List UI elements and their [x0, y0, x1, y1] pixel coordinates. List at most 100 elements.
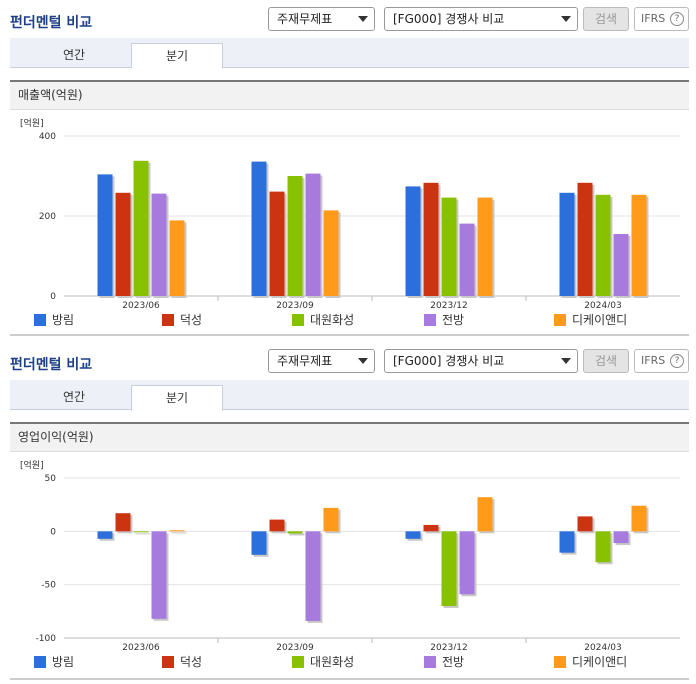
- bar-디케이앤디[interactable]: [631, 505, 647, 532]
- chevron-down-icon: [358, 16, 368, 22]
- bar-덕성[interactable]: [423, 182, 439, 296]
- comparison-group-value: [FG000] 경쟁사 비교: [393, 12, 505, 26]
- statement-type-value: 주재무제표: [277, 12, 333, 26]
- x-tick-label: 2024/03: [584, 301, 621, 308]
- panel-header: 펀더멘털 비교 주재무제표 [FG000] 경쟁사 비교 검색 IFRS ?: [0, 0, 696, 38]
- legend-label: 전방: [442, 313, 465, 327]
- comparison-group-select[interactable]: [FG000] 경쟁사 비교: [384, 7, 578, 31]
- legend-swatch: [292, 656, 304, 668]
- bar-전방[interactable]: [459, 531, 475, 595]
- x-tick-label: 2023/06: [122, 301, 160, 308]
- bar-방림[interactable]: [251, 531, 267, 555]
- chevron-down-icon: [358, 358, 368, 364]
- bar-대원화성[interactable]: [595, 531, 611, 563]
- x-tick-label: 2023/12: [430, 301, 467, 308]
- bar-전방[interactable]: [151, 531, 167, 619]
- bar-방림[interactable]: [97, 531, 113, 539]
- legend-swatch: [554, 314, 566, 326]
- y-tick-label: 200: [39, 212, 56, 222]
- section-divider: [10, 678, 689, 680]
- bar-디케이앤디[interactable]: [169, 220, 185, 296]
- y-tick-label: 0: [50, 527, 56, 537]
- x-tick-label: 2023/06: [122, 643, 160, 650]
- bar-shadow: [171, 532, 187, 534]
- legend-label: 덕성: [180, 655, 203, 669]
- bar-덕성[interactable]: [423, 524, 439, 532]
- statement-type-value: 주재무제표: [277, 354, 333, 368]
- legend-label: 대원화성: [310, 655, 355, 669]
- period-tabs: 연간 분기: [10, 380, 689, 411]
- legend-label: 디케이앤디: [572, 655, 628, 669]
- y-unit-label: [억원]: [20, 459, 44, 471]
- legend-label: 대원화성: [310, 313, 355, 327]
- tab-quarterly[interactable]: 분기: [131, 43, 223, 69]
- legend-swatch: [424, 314, 436, 326]
- bar-디케이앤디[interactable]: [323, 507, 339, 532]
- bar-방림[interactable]: [559, 531, 575, 553]
- x-tick-label: 2024/03: [584, 643, 621, 650]
- tab-annual[interactable]: 연간: [62, 48, 86, 62]
- y-tick-label: 400: [39, 132, 56, 142]
- legend-label: 전방: [442, 655, 465, 669]
- bar-디케이앤디[interactable]: [477, 197, 493, 296]
- chevron-down-icon: [561, 16, 571, 22]
- tab-quarterly[interactable]: 분기: [131, 385, 223, 411]
- search-button[interactable]: 검색: [583, 349, 629, 373]
- bar-디케이앤디[interactable]: [631, 194, 647, 296]
- bar-전방[interactable]: [613, 531, 629, 544]
- help-icon[interactable]: ?: [670, 354, 684, 368]
- chevron-down-icon: [561, 358, 571, 364]
- bar-덕성[interactable]: [115, 513, 131, 532]
- metric-title: 영업이익(억원): [10, 422, 689, 452]
- legend-swatch: [162, 656, 174, 668]
- bar-대원화성[interactable]: [133, 160, 149, 296]
- legend-swatch: [34, 656, 46, 668]
- statement-type-select[interactable]: 주재무제표: [268, 7, 375, 31]
- bar-방림[interactable]: [251, 161, 267, 296]
- comparison-group-select[interactable]: [FG000] 경쟁사 비교: [384, 349, 578, 373]
- bar-대원화성[interactable]: [287, 176, 303, 296]
- bar-디케이앤디[interactable]: [169, 530, 185, 532]
- bar-방림[interactable]: [405, 531, 421, 539]
- legend-swatch: [424, 656, 436, 668]
- bar-방림[interactable]: [559, 192, 575, 296]
- bar-대원화성[interactable]: [595, 194, 611, 296]
- bar-전방[interactable]: [459, 223, 475, 296]
- fundamental-panel-sales: 펀더멘털 비교 주재무제표 [FG000] 경쟁사 비교 검색 IFRS ? 연…: [0, 0, 696, 336]
- bar-전방[interactable]: [305, 173, 321, 296]
- tab-annual[interactable]: 연간: [62, 390, 86, 404]
- legend-label: 디케이앤디: [572, 313, 628, 327]
- bar-전방[interactable]: [613, 234, 629, 296]
- bar-덕성[interactable]: [269, 519, 285, 532]
- operating-profit-bar-chart: [억원] -100 -50 0 50 2023/06 2023/09 2023/12 2024/…: [20, 459, 680, 650]
- bar-대원화성[interactable]: [441, 531, 457, 606]
- comparison-group-value: [FG000] 경쟁사 비교: [393, 354, 505, 368]
- bar-디케이앤디[interactable]: [477, 497, 493, 532]
- ifrs-button[interactable]: IFRS ?: [634, 349, 689, 373]
- chart-legend: 방림 덕성 대원화성 전방 디케이앤디: [0, 654, 696, 670]
- bar-덕성[interactable]: [269, 191, 285, 296]
- bar-방림[interactable]: [97, 174, 113, 296]
- bar-대원화성[interactable]: [133, 531, 149, 533]
- statement-type-select[interactable]: 주재무제표: [268, 349, 375, 373]
- bar-전방[interactable]: [305, 531, 321, 621]
- bar-덕성[interactable]: [577, 182, 593, 296]
- y-tick-label: -100: [36, 634, 57, 644]
- bar-덕성[interactable]: [577, 516, 593, 532]
- legend-label: 덕성: [180, 313, 203, 327]
- panel-header: 펀더멘털 비교 주재무제표 [FG000] 경쟁사 비교 검색 IFRS ?: [0, 342, 696, 380]
- bar-대원화성[interactable]: [287, 531, 303, 534]
- x-tick-label: 2023/09: [276, 643, 314, 650]
- help-icon[interactable]: ?: [670, 12, 684, 26]
- legend-swatch: [162, 314, 174, 326]
- search-button[interactable]: 검색: [583, 7, 629, 31]
- bar-덕성[interactable]: [115, 192, 131, 296]
- bar-디케이앤디[interactable]: [323, 210, 339, 296]
- y-tick-label: 0: [50, 292, 56, 302]
- bar-방림[interactable]: [405, 186, 421, 296]
- bar-전방[interactable]: [151, 193, 167, 296]
- ifrs-button[interactable]: IFRS ?: [634, 7, 689, 31]
- ifrs-label: IFRS: [641, 354, 666, 367]
- bar-대원화성[interactable]: [441, 197, 457, 296]
- legend-label: 방림: [52, 655, 75, 669]
